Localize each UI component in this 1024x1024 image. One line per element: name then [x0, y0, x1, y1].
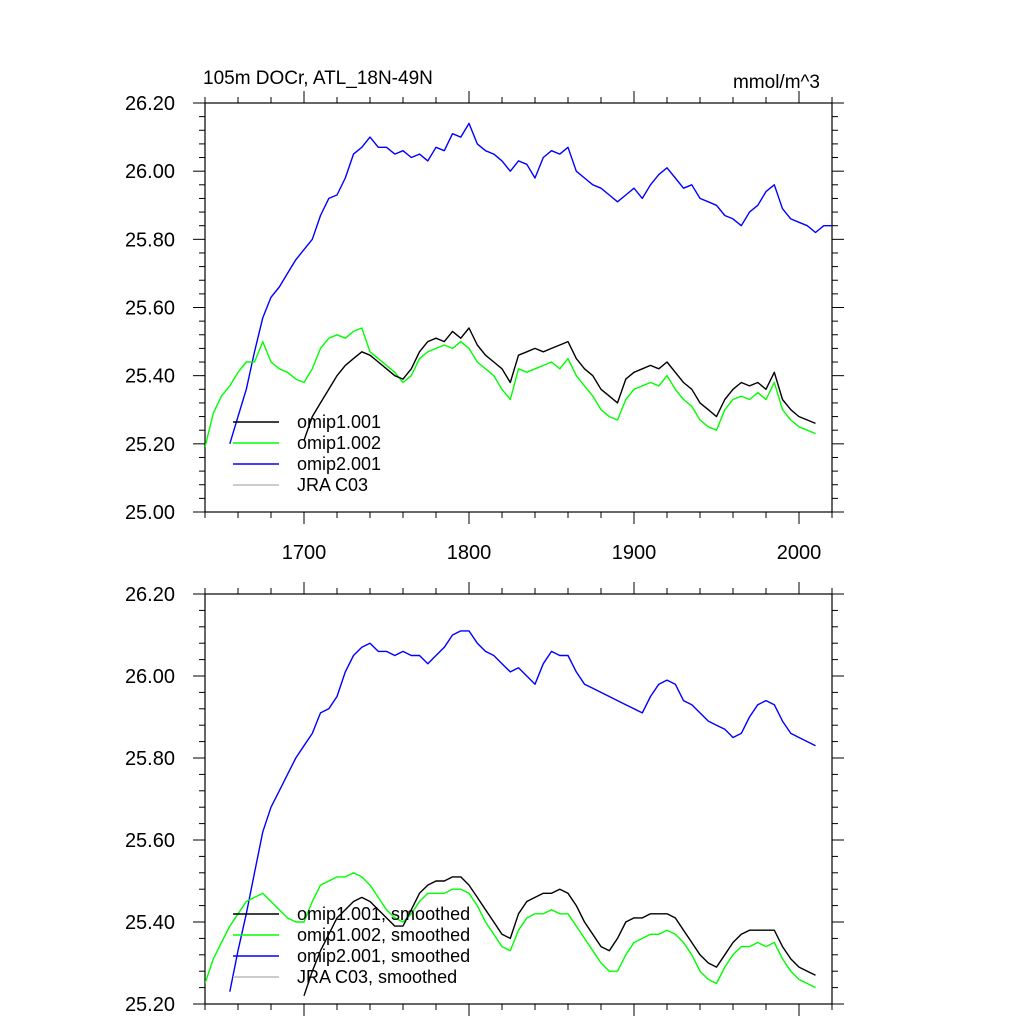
y-tick-label: 26.20 [125, 93, 175, 115]
y-tick-label: 25.60 [125, 830, 175, 852]
y-tick-label: 26.20 [125, 584, 175, 606]
y-tick-label: 25.40 [125, 912, 175, 934]
series-line-omip1-001 [303, 327, 816, 441]
legend-label: omip1.002 [297, 433, 381, 453]
legend-label: omip1.002, smoothed [297, 925, 470, 945]
y-tick-label: 25.20 [125, 434, 175, 456]
plot-frame [204, 593, 833, 1005]
legend-label: JRA C03, smoothed [297, 967, 457, 987]
x-tick-label: 1800 [447, 542, 492, 564]
series-line-omip1-001-smoothed [303, 876, 816, 997]
series-line-omip1-002-smoothed [205, 872, 816, 989]
chart-units: mmol/m^3 [733, 72, 820, 93]
legend-label: omip2.001 [297, 454, 381, 474]
legend-label: omip1.001 [297, 412, 381, 432]
legend-label: JRA C03 [297, 475, 368, 495]
series-line-omip2-001 [229, 122, 832, 445]
y-tick-label: 25.80 [125, 229, 175, 251]
y-tick-label: 25.40 [125, 366, 175, 388]
y-tick-label: 25.20 [125, 994, 175, 1016]
y-tick-label: 26.00 [125, 666, 175, 688]
x-tick-label: 2000 [777, 542, 822, 564]
x-tick-label: 1900 [612, 542, 657, 564]
series-line-omip1-002 [205, 327, 816, 448]
series-line-omip2-001-smoothed [229, 630, 816, 992]
legend-label: omip1.001, smoothed [297, 904, 470, 924]
top-panel: 1700 1800 1900 2000 25.00 25.20 25.40 25.60 25.8… [125, 91, 844, 564]
y-tick-label: 25.80 [125, 748, 175, 770]
y-tick-label: 26.00 [125, 161, 175, 183]
y-tick-label: 25.00 [125, 502, 175, 524]
y-tick-label: 25.60 [125, 298, 175, 320]
bottom-panel: 25.20 25.40 25.60 25.80 26.00 26.20 omip1.001,… [125, 582, 844, 1016]
legend-label: omip2.001, smoothed [297, 946, 470, 966]
chart-title: 105m DOCr, ATL_18N-49N [203, 68, 433, 89]
x-tick-label: 1700 [282, 542, 327, 564]
